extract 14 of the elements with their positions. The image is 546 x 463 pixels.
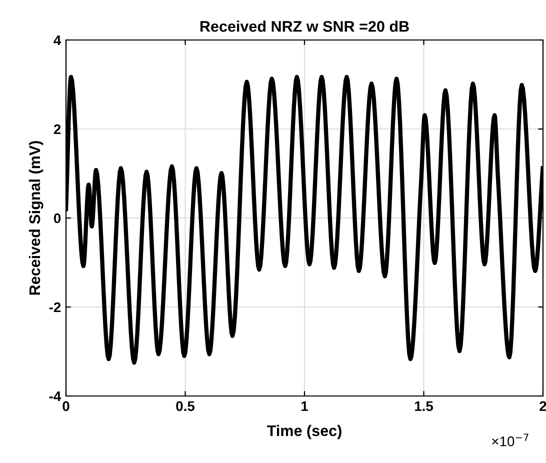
y-tick-label: 4 — [54, 35, 62, 46]
y-tick-label: 2 — [54, 124, 61, 134]
y-tick-label: -4 — [49, 391, 62, 402]
x-tick-label: 2 — [540, 401, 546, 411]
text: ×10$^{−7}$ — [492, 434, 528, 446]
y-tick-label: -2 — [49, 302, 61, 312]
y-axis-title: Received Signal (mV) — [28, 141, 44, 295]
chart-title: Received NRZ w SNR =20 dB — [200, 20, 409, 32]
x-tick-label: 1.5 — [414, 401, 434, 412]
x-tick-label: 0 — [62, 401, 70, 412]
x-tick-label: 1 — [302, 401, 308, 411]
y-tick-label: 0 — [54, 213, 61, 224]
x-axis-title: Time (sec) — [267, 424, 342, 440]
x-tick-label: 0.5 — [176, 401, 195, 412]
